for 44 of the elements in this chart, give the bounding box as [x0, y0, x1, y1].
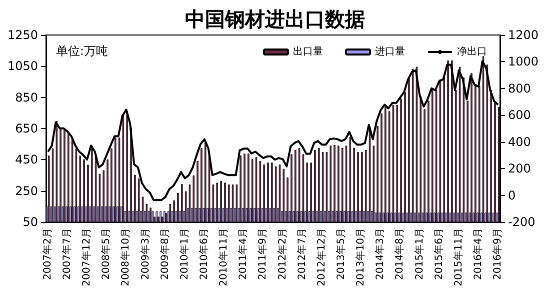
x-tick-label: 2010年6月 — [198, 228, 210, 280]
y2-tick-label: 600 — [508, 108, 531, 122]
x-tick-label: 2016年9月 — [492, 228, 504, 280]
x-tick-label: 2014年8月 — [394, 228, 406, 280]
x-tick-label: 2014年3月 — [374, 228, 386, 280]
y2-tick-label: -200 — [508, 215, 536, 229]
x-tick-label: 2015年6月 — [432, 228, 445, 280]
y-tick-label: 50 — [22, 215, 38, 229]
x-tick-label: 2008年5月 — [100, 228, 112, 280]
y-tick-label: 650 — [15, 122, 38, 136]
y2-tick-label: 200 — [508, 162, 531, 176]
x-tick-label: 2013年5月 — [334, 228, 347, 280]
x-tick-label: 2010年11月 — [218, 228, 230, 286]
y-tick-label: 450 — [15, 152, 38, 167]
y2-tick-label: 800 — [508, 81, 531, 96]
x-tick-label: 2009年3月 — [139, 228, 152, 280]
x-tick-label: 2008年10月 — [120, 228, 132, 286]
x-tick-label: 2011年4月 — [237, 228, 250, 280]
chart-title: 中国钢材进出口数据 — [185, 7, 365, 31]
annotation: 单位:万吨 — [56, 44, 108, 58]
x-tick-label: 2016年4月 — [472, 228, 484, 280]
y-tick-label: 1250 — [7, 28, 38, 42]
x-tick-label: 2015年1月 — [413, 228, 426, 280]
x-tick-label: 2012年7月 — [296, 228, 308, 280]
legend-label: 进口量 — [375, 46, 405, 58]
y-tick-label: 250 — [15, 184, 38, 198]
x-tick-label: 2012年2月 — [276, 228, 288, 280]
y-tick-label: 1050 — [7, 59, 38, 74]
legend-label: 净出口 — [457, 46, 487, 58]
y2-tick-label: 1200 — [508, 28, 539, 42]
y2-tick-label: 1000 — [508, 54, 539, 69]
y2-tick-label: 400 — [508, 134, 531, 149]
x-tick-label: 2009年8月 — [158, 228, 171, 280]
x-tick-label: 2011年9月 — [256, 228, 269, 280]
x-tick-label: 2010年1月 — [178, 228, 190, 280]
x-tick-label: 2015年11月 — [452, 228, 464, 286]
x-tick-label: 2007年2月 — [41, 228, 54, 280]
y-tick-label: 850 — [15, 90, 38, 104]
x-tick-label: 2007年7月 — [61, 228, 74, 280]
x-tick-label: 2012年12月 — [315, 228, 328, 286]
legend-label: 出口量 — [293, 46, 323, 58]
x-tick-label: 2007年12月 — [80, 228, 93, 286]
x-tick-label: 2013年10月 — [354, 228, 367, 286]
y2-tick-label: 0 — [508, 188, 516, 202]
